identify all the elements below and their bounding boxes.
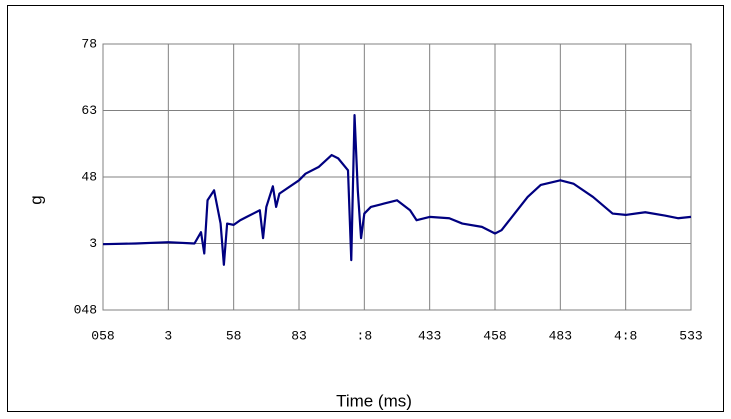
x-tick-label: 58 [226,328,242,343]
y-tick-label: 63 [81,103,97,118]
x-tick-label: 058 [91,328,114,343]
x-tick-label: 3 [164,328,172,343]
y-axis-title: g [26,195,45,204]
x-tick-label: 4:8 [614,328,637,343]
x-tick-label: 433 [418,328,441,343]
x-tick-label: 533 [679,328,702,343]
x-axis-title: Time (ms) [336,391,412,410]
y-tick-label: 3 [89,236,97,251]
plot-area [102,43,692,311]
y-tick-label: 78 [81,36,97,51]
y-tick-label: 048 [74,302,97,317]
x-tick-label: 83 [291,328,307,343]
y-tick-label: 48 [81,169,97,184]
x-tick-label: 483 [549,328,572,343]
chart-frame [7,5,724,412]
x-tick-label: :8 [357,328,373,343]
data-line [102,114,692,266]
x-tick-label: 458 [483,328,506,343]
